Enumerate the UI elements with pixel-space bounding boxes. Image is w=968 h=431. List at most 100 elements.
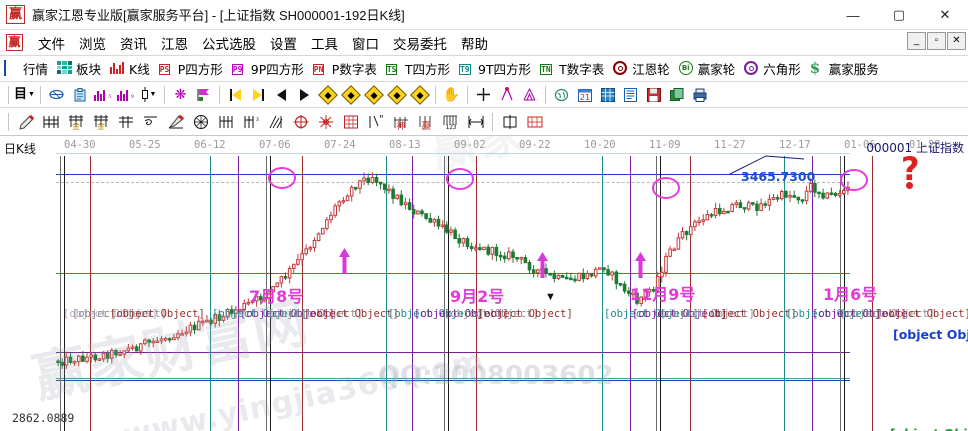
close-button[interactable]: ✕ [939,7,951,22]
menu-help[interactable]: 帮助 [461,36,488,53]
hand-pan-button[interactable]: ✋ [440,84,463,106]
measure-icon [467,115,484,128]
target-icon [293,114,308,129]
candle-style-button[interactable]: ▼ [137,84,160,106]
gold-grid-2-button[interactable]: 金 [88,110,113,134]
toolbar-quote-button[interactable]: 行情 [4,59,48,78]
diamond1-button[interactable] [316,84,339,106]
mdi-minimize-button[interactable]: _ [907,32,926,50]
starburst-button[interactable] [313,110,338,134]
fan-grid-button[interactable] [113,110,138,134]
gann-grid-icon [43,115,58,128]
pattern-button[interactable]: ❋ [169,84,192,106]
diamond4-button[interactable] [385,84,408,106]
diamond5-button[interactable] [408,84,431,106]
report-button[interactable] [619,84,642,106]
menu-window[interactable]: 窗口 [352,36,379,53]
toolbar-p-numbertable-button[interactable]: PN P数字表 [312,59,377,78]
flag-chart-button[interactable] [192,84,215,106]
spiral-button[interactable] [138,110,163,134]
maximize-button[interactable]: ▢ [892,7,906,22]
toolbar-9t-square-button[interactable]: T9 9T四方形 [458,59,532,78]
fan-icon [523,87,536,101]
toolbar-winner-service-button[interactable]: $ 赢家服务 [810,59,879,78]
n2-button[interactable]: ² [238,110,263,134]
mini-chart-button[interactable] [522,110,547,134]
toolbar-divider [164,85,165,104]
right-label-66: [object Object] [890,426,968,431]
save-button[interactable] [642,84,665,106]
diamond2-button[interactable] [339,84,362,106]
toolbar-winner-wheel-button[interactable]: Bi 赢家轮 [678,59,735,78]
hexagon-icon [744,61,760,76]
menu-settings[interactable]: 设置 [270,36,297,53]
plot-surface[interactable]: 3465.7300 ? [56,150,920,431]
crosshair-button[interactable] [472,84,495,106]
measure-button[interactable] [463,110,488,134]
period-calendar-button[interactable]: 目 ▼ [13,84,36,106]
square-grid-button[interactable] [338,110,363,134]
kline-9-button[interactable]: ₉ [114,84,137,106]
quote-mark-button[interactable]: " [363,110,388,134]
toolbar-kline-button[interactable]: K线 [110,59,150,78]
menu-file[interactable]: 文件 [38,36,65,53]
toolbar-p-square-button[interactable]: PS P四方形 [158,59,223,78]
kline-3-button[interactable]: ₃ [91,84,114,106]
frame-icon [503,114,516,129]
up-arrow-2 [537,252,548,278]
circle-grid-button[interactable] [188,110,213,134]
chevron-down-icon: ▼ [149,91,157,98]
print-button[interactable] [688,84,711,106]
menu-tools[interactable]: 工具 [311,36,338,53]
copy-button[interactable] [665,84,688,106]
toolbar-9t-square-label: 9T四方形 [477,62,532,77]
gann-vline [448,156,449,431]
toolbar-sector-button[interactable]: 板块 [57,59,101,78]
flag-chart-icon [197,88,209,101]
target-button[interactable] [288,110,313,134]
p9-box-icon: P9 [231,64,244,75]
gann-grid-button[interactable] [38,110,63,134]
numbers-123-button[interactable]: 123 [438,110,463,134]
minimize-button[interactable]: — [846,7,860,23]
brain-button[interactable] [550,84,573,106]
clipboard-button[interactable] [68,84,91,106]
menu-browse[interactable]: 浏览 [79,36,106,53]
toolbar-t-square-button[interactable]: TS T四方形 [385,59,450,78]
toolbar-t-numbertable-button[interactable]: TN T数字表 [540,59,604,78]
pencil-draw-button[interactable] [13,110,38,134]
menu-news[interactable]: 资讯 [120,36,147,53]
ladder-button[interactable] [213,110,238,134]
diamond3-button[interactable] [362,84,385,106]
first-page-button[interactable] [224,84,247,106]
mdi-close-button[interactable]: ✕ [947,32,966,50]
prev-button[interactable] [270,84,293,106]
gann-vline [266,156,267,431]
last-page-button[interactable] [247,84,270,106]
frame-button[interactable] [497,110,522,134]
menu-gann[interactable]: 江恩 [161,36,188,53]
fan-tool-button[interactable] [518,84,541,106]
title-bar: 赢 赢家江恩专业版[赢家服务平台] - [上证指数 SH000001-192日K… [0,0,968,30]
compass-button[interactable] [495,84,518,106]
ying-button[interactable]: 赢 [413,110,438,134]
dropdown-caret-icon[interactable]: ▼ [545,291,556,303]
network-button[interactable] [45,84,68,106]
shen-button[interactable]: 神 [388,110,413,134]
angle-lines-button[interactable] [263,110,288,134]
toolbar-9p-square-button[interactable]: P9 9P四方形 [231,59,304,78]
toolbar-hexagon-button[interactable]: 六角形 [744,59,801,78]
menu-trade[interactable]: 交易委托 [393,36,447,53]
mdi-restore-button[interactable]: ▫ [927,32,946,50]
svg-text:²: ² [256,116,259,125]
chart-area[interactable]: 赢家财富网 www.yingjia360.com QQ:1008003602 赢… [0,136,968,431]
svg-text:神: 神 [396,120,405,130]
table-button[interactable] [596,84,619,106]
pen-line-button[interactable] [163,110,188,134]
toolbar-gann-wheel-button[interactable]: 江恩轮 [613,59,670,78]
gold-grid-1-button[interactable]: 金 [63,110,88,134]
next-button[interactable] [293,84,316,106]
up-arrow-1 [339,248,350,274]
calendar-button[interactable]: 21 [573,84,596,106]
menu-formula-stock-picking[interactable]: 公式选股 [202,36,256,53]
